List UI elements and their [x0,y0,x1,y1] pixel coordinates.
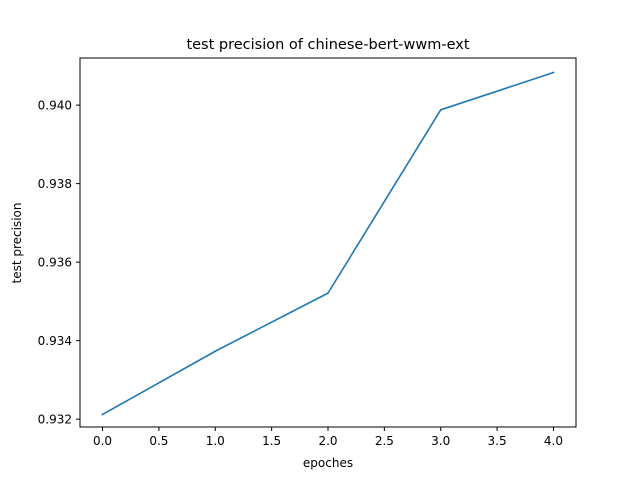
x-tick-label: 2.5 [375,434,394,448]
x-tick-label: 0.5 [149,434,168,448]
x-tick-label: 0.0 [93,434,112,448]
chart-title: test precision of chinese-bert-wwm-ext [186,37,469,53]
data-point [101,413,104,416]
y-tick-label: 0.932 [38,413,72,427]
x-axis-ticks: 0.0 0.5 1.0 1.5 2.0 2.5 3.0 3.5 4.0 [93,427,563,448]
y-tick-label: 0.936 [38,256,72,270]
x-tick-label: 2.0 [318,434,337,448]
data-point [439,108,442,111]
y-tick-label: 0.940 [38,99,72,113]
y-tick-label: 0.934 [38,334,72,348]
y-tick-label: 0.938 [38,177,72,191]
y-axis-label: test precision [10,203,24,284]
series-layer [101,71,555,416]
plot-frame [79,57,577,428]
data-point [214,350,217,353]
x-tick-label: 3.5 [488,434,507,448]
x-tick-label: 3.0 [431,434,450,448]
data-point [327,292,329,295]
series-line [101,71,555,416]
plot-area: 0.0 0.5 1.0 1.5 2.0 2.5 3.0 3.5 4.0 0.9320.9340.… [38,57,577,448]
x-tick-label: 1.0 [206,434,225,448]
x-tick-label: 4.0 [544,434,563,448]
x-tick-label: 1.5 [262,434,281,448]
x-axis-label: epoches [303,456,353,470]
data-point [552,71,555,74]
y-axis-ticks: 0.932 0.934 0.936 0.938 0.940 [38,99,80,427]
